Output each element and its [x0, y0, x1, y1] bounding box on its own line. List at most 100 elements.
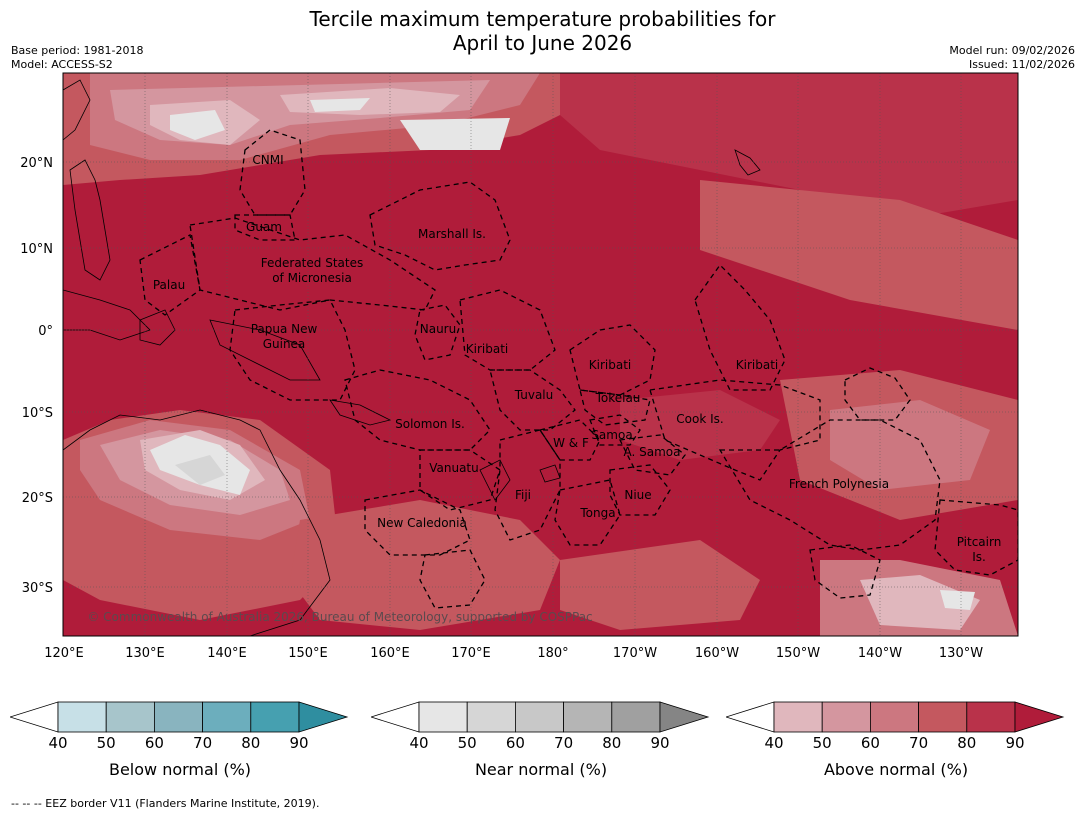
colorbar-segment	[250, 701, 300, 733]
eez-guam	[234, 214, 296, 241]
eez-cnmi	[239, 129, 306, 216]
colorbar-below-normal-label: Below normal (%)	[108, 760, 252, 779]
colorbar-tick-label: 50	[812, 734, 832, 752]
eez-palau	[139, 234, 201, 316]
eez-fiji	[494, 429, 561, 541]
eez-wallis-futuna	[538, 419, 601, 461]
sulawesi-outline	[139, 309, 176, 346]
label-french-polynesia: French Polynesia	[789, 477, 889, 491]
lat-label: 0°	[38, 324, 53, 339]
label-pitcairn-2: Is.	[972, 550, 986, 564]
colorbar-near-normal-bar	[369, 701, 710, 733]
lon-label: 140°W	[858, 646, 902, 661]
map-frame	[62, 72, 1019, 637]
eez-american-samoa	[619, 434, 686, 476]
colorbar-tick-label: 90	[1005, 734, 1025, 752]
colorbar-tick-label: 80	[957, 734, 977, 752]
lat-label: 10°N	[20, 242, 53, 257]
colorbar-tick-label: 90	[650, 734, 670, 752]
new-guinea-outline	[209, 319, 321, 381]
lon-label: 150°E	[288, 646, 328, 661]
near-normal-north-a	[170, 110, 225, 140]
colorbar-tick-label: 40	[764, 734, 784, 752]
colorbar-segment	[966, 701, 1016, 733]
lon-label: 170°W	[613, 646, 657, 661]
colorbar-segment	[105, 701, 155, 733]
band-low-southeast	[860, 575, 980, 630]
eez-pitcairn	[934, 499, 1018, 576]
label-fsm-2: of Micronesia	[272, 271, 352, 285]
region-labels: CNMI Guam Marshall Is. Federated States …	[153, 153, 1001, 564]
eez-norfolk	[419, 549, 486, 609]
colorbar-segment	[466, 701, 516, 733]
eez-legend-note: -- -- -- EEZ border V11 (Flanders Marine…	[11, 797, 320, 810]
lon-label: 120°E	[44, 646, 84, 661]
label-vanuatu: Vanuatu	[429, 461, 479, 475]
label-tokelau: Tokelau	[595, 391, 641, 405]
colorbar-above-normal-bar	[724, 701, 1065, 733]
meta-left: Base period: 1981-2018 Model: ACCESS-S2	[11, 44, 143, 72]
colorbar-segment	[563, 701, 613, 733]
label-nauru: Nauru	[420, 322, 456, 336]
label-kiribati-west: Kiribati	[466, 342, 508, 356]
label-american-samoa: A. Samoa	[624, 445, 681, 459]
band-60-70-southeast	[560, 540, 760, 630]
label-kiribati-central: Kiribati	[589, 358, 631, 372]
eez-kiribati-east	[694, 263, 786, 391]
label-wallis-futuna: W & F	[553, 436, 589, 450]
colorbar-tick-label: 40	[48, 734, 68, 752]
lon-label: 130°E	[125, 646, 165, 661]
colorbar-extend-low	[369, 701, 420, 733]
model-name: Model: ACCESS-S2	[11, 58, 113, 71]
label-tonga: Tonga	[579, 506, 615, 520]
eez-austral	[809, 544, 881, 599]
issued-date: Issued: 11/02/2026	[968, 58, 1075, 71]
colorbar-near-normal: Near normal (%) 40 50 60 70 80 90	[369, 700, 711, 790]
probability-field	[63, 73, 1018, 636]
label-niue: Niue	[624, 488, 651, 502]
colorbar-extend-high	[298, 701, 349, 733]
eez-marshall	[369, 181, 511, 271]
band-60-70-northeast	[700, 180, 1018, 330]
lon-label: 170°E	[451, 646, 491, 661]
colorbar-extend-high	[659, 701, 710, 733]
longitude-labels: 120°E 130°E 140°E 150°E 160°E 170°E 180°…	[44, 646, 983, 661]
colorbar-segment	[611, 701, 661, 733]
colorbar-extend-high	[1014, 701, 1065, 733]
philippines-outline	[69, 159, 111, 281]
label-guam: Guam	[246, 220, 282, 234]
label-solomon: Solomon Is.	[395, 417, 465, 431]
label-fsm-1: Federated States	[261, 256, 363, 270]
vanuatu-outline	[479, 459, 511, 501]
eez-samoa	[589, 414, 641, 446]
eez-nauru	[414, 304, 461, 361]
colorbar-below-normal-bar	[8, 701, 349, 733]
lon-label: 140°E	[207, 646, 247, 661]
colorbar-tick-label: 50	[96, 734, 116, 752]
colorbar-tick-label: 70	[554, 734, 574, 752]
colorbar-segment	[869, 701, 919, 733]
eez-solomon	[344, 369, 491, 451]
eez-vanuatu	[419, 449, 501, 511]
band-50-60-east	[830, 400, 990, 490]
near-normal-north-c	[400, 118, 510, 150]
colorbar-tick-label: 70	[909, 734, 929, 752]
eez-png	[229, 299, 356, 401]
label-marshall: Marshall Is.	[418, 227, 486, 241]
colorbar-extend-low	[724, 701, 775, 733]
eez-borders	[139, 129, 1018, 609]
label-new-caledonia: New Caledonia	[377, 516, 467, 530]
label-pitcairn-1: Pitcairn	[957, 535, 1002, 549]
lat-label: 20°S	[22, 491, 53, 506]
colorbar-tick-label: 40	[409, 734, 429, 752]
label-palau: Palau	[153, 278, 185, 292]
colorbar-segment	[514, 701, 564, 733]
lon-label: 160°W	[695, 646, 739, 661]
lon-label: 160°E	[370, 646, 410, 661]
colorbar-segment	[821, 701, 871, 733]
lat-label: 30°S	[22, 581, 53, 596]
near-normal-southeast	[940, 590, 975, 610]
eez-kiribati-west	[459, 289, 556, 371]
eez-tokelau	[579, 389, 651, 426]
eez-new-caledonia	[364, 489, 471, 556]
